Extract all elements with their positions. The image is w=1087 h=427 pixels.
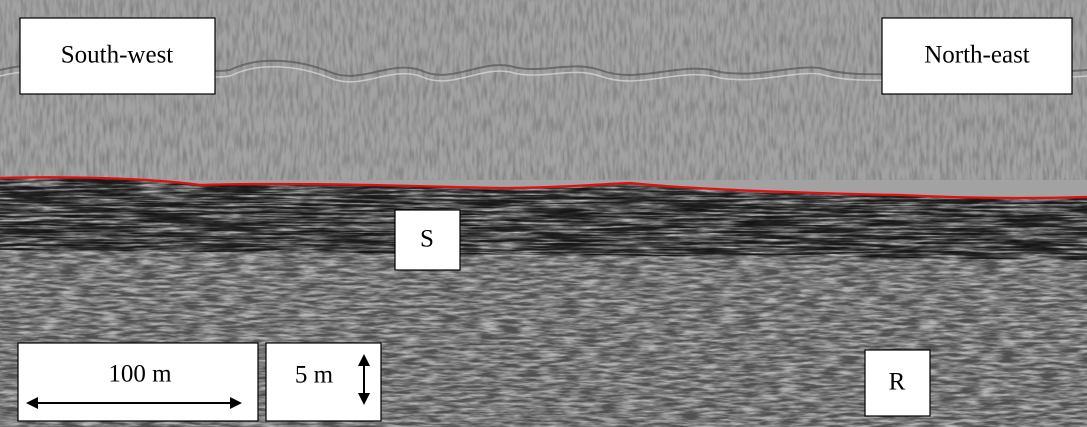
direction-label: South-west (61, 42, 174, 69)
unit-label: R (889, 369, 906, 396)
scale-label: 5 m (295, 362, 334, 389)
page: {"labels": {"left_direction": "South-wes… (0, 0, 1087, 427)
scale-label: 100 m (108, 361, 172, 388)
unit-label: S (420, 226, 434, 253)
direction-label: North-east (924, 42, 1030, 69)
radargram-figure: South-west North-east S R 100 m 5 m (0, 0, 1087, 427)
